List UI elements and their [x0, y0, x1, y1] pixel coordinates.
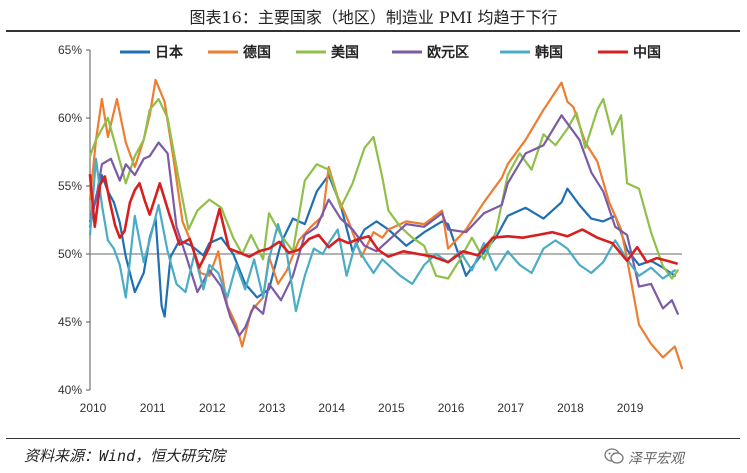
chart-axes: 40% 45% 50% 55% 60% 65% 2010 2011 2012 2013 2014 20… — [58, 43, 682, 415]
x-tick-label: 2012 — [199, 401, 226, 415]
watermark-text: 泽平宏观 — [628, 451, 684, 467]
y-tick-label: 55% — [58, 179, 82, 193]
y-tick-label: 60% — [58, 111, 82, 125]
x-tick-label: 2014 — [318, 401, 345, 415]
y-tick-label: 50% — [58, 247, 82, 261]
source-note: 资料来源：Wind，恒大研究院 — [24, 447, 226, 465]
x-tick-label: 2013 — [259, 401, 286, 415]
legend-label: 韩国 — [535, 44, 563, 61]
chart-title: 图表16：主要国家（地区）制造业 PMI 均趋于下行 — [189, 8, 558, 27]
x-tick-label: 2011 — [140, 401, 166, 415]
chart-legend: 日本 德国 美国 欧元区 韩国 中国 — [120, 44, 661, 61]
legend-label: 日本 — [155, 44, 184, 61]
series-line-中国 — [88, 173, 678, 269]
x-tick-label: 2015 — [378, 401, 405, 415]
y-tick-label: 40% — [58, 383, 82, 397]
y-tick-label: 45% — [58, 315, 82, 329]
series-line-美国 — [88, 97, 679, 280]
legend-label: 德国 — [243, 44, 271, 61]
legend-label: 中国 — [633, 44, 661, 61]
wechat-icon — [604, 448, 624, 464]
bottom-divider — [6, 438, 740, 439]
legend-label: 欧元区 — [427, 44, 469, 61]
x-tick-label: 2018 — [557, 401, 584, 415]
series-line-欧元区 — [88, 114, 679, 337]
y-tick-label: 65% — [58, 43, 82, 57]
x-tick-label: 2010 — [80, 401, 107, 415]
series-line-韩国 — [88, 157, 676, 313]
x-tick-label: 2016 — [438, 401, 465, 415]
x-tick-label: 2017 — [497, 401, 524, 415]
series-layer — [88, 78, 684, 370]
x-tick-label: 2019 — [617, 401, 644, 415]
pmi-line-chart: 40% 45% 50% 55% 60% 65% 2010 2011 2012 2013 2014 20… — [58, 43, 684, 415]
legend-label: 美国 — [331, 44, 359, 61]
top-divider — [6, 30, 740, 32]
